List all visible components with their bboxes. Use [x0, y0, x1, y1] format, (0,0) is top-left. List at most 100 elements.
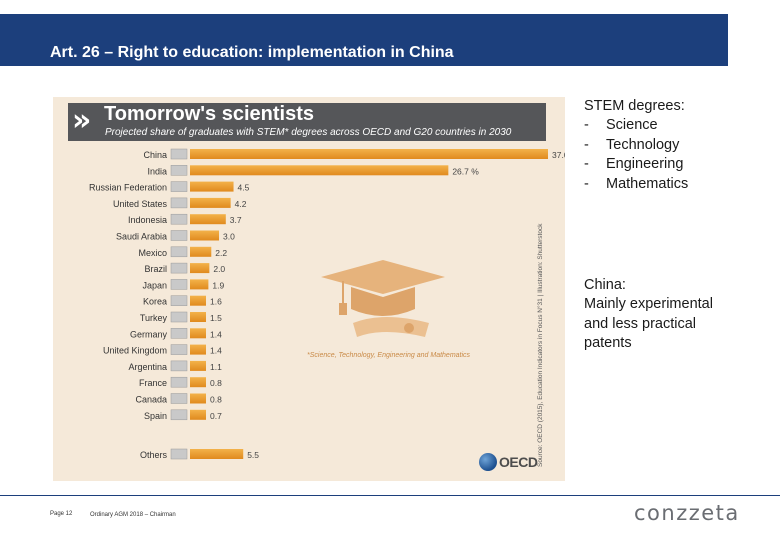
- flag-icon-canada: [170, 393, 188, 404]
- bar-canada: [190, 393, 206, 404]
- flag-icon-united-states: [170, 197, 188, 209]
- category-label-united-states: United States: [113, 199, 168, 209]
- bar-turkey: [190, 312, 206, 322]
- chart-footnote: *Science, Technology, Engineering and Ma…: [307, 352, 471, 359]
- flag-icon-japan: [170, 279, 188, 290]
- category-label-brazil: Brazil: [144, 264, 167, 274]
- bullet-dash: -: [584, 117, 589, 134]
- flag-icon-brazil: [170, 262, 188, 274]
- stem-panel: STEM degrees: - Science - Technology - Engi…: [584, 97, 688, 194]
- bar-indonesia: [190, 214, 226, 225]
- value-label-france: 0.8: [210, 378, 222, 388]
- value-label-brazil: 2.0: [213, 264, 225, 274]
- bar-china: [190, 149, 548, 159]
- flag-icon-germany: [170, 328, 188, 339]
- stem-item: - Technology: [584, 136, 688, 155]
- oecd-logo-text: OECD: [499, 454, 538, 470]
- chart-source: Source: OECD (2015), Education Indicator…: [537, 223, 544, 467]
- stem-item-label: Engineering: [606, 156, 684, 173]
- category-label-others: Others: [140, 450, 168, 460]
- category-label-saudi-arabia: Saudi Arabia: [116, 232, 167, 242]
- value-label-united-kingdom: 1.4: [210, 346, 222, 356]
- bar-united-kingdom: [190, 344, 206, 355]
- value-label-japan: 1.9: [212, 280, 224, 290]
- bar-brazil: [190, 263, 210, 274]
- value-label-mexico: 2.2: [215, 248, 227, 258]
- category-label-turkey: Turkey: [140, 313, 168, 323]
- stem-item-label: Science: [606, 117, 658, 134]
- value-label-canada: 0.8: [210, 395, 222, 405]
- chart-banner: » Tomorrow's scientists Projected share …: [68, 103, 546, 141]
- bar-russian-federation: [190, 181, 234, 192]
- flag-icon-russian-federation: [170, 181, 188, 192]
- stem-item-label: Technology: [606, 136, 680, 153]
- category-label-united-kingdom: United Kingdom: [103, 346, 167, 356]
- flag-icon-india: [170, 165, 188, 176]
- flag-icon-argentina: [170, 360, 188, 372]
- category-label-china: China: [143, 150, 167, 160]
- stem-item-label: Mathematics: [606, 175, 689, 192]
- category-label-korea: Korea: [143, 297, 167, 307]
- category-label-canada: Canada: [135, 395, 167, 405]
- flag-icon-saudi-arabia: [170, 230, 188, 241]
- bar-germany: [190, 328, 206, 339]
- bar-others: [190, 449, 244, 459]
- page-number: Page 12: [50, 511, 73, 517]
- bar-india: [190, 165, 449, 176]
- value-label-korea: 1.6: [210, 297, 222, 307]
- bar-spain: [190, 409, 206, 420]
- bullet-dash: -: [584, 175, 589, 192]
- flag-icon-china: [170, 148, 188, 160]
- chart-subtitle: Projected share of graduates with STEM* …: [105, 127, 512, 138]
- bar-saudi-arabia: [190, 230, 220, 241]
- bullet-dash: -: [584, 156, 589, 173]
- slide-title: Art. 26 – Right to education: implementa…: [50, 44, 454, 61]
- bar-mexico: [190, 246, 212, 257]
- header-bar: [0, 14, 728, 66]
- flag-icon-turkey: [170, 311, 188, 323]
- category-label-france: France: [139, 378, 167, 388]
- china-text: Mainly experimental and less practical p…: [584, 296, 713, 352]
- value-label-argentina: 1.1: [210, 362, 222, 372]
- category-label-russian-federation: Russian Federation: [89, 183, 167, 193]
- chevron-right-icon: »: [72, 103, 92, 138]
- flag-icon-spain: [170, 409, 188, 421]
- value-label-united-states: 4.2: [235, 199, 247, 209]
- value-label-china: 37.0 %: [552, 150, 565, 160]
- flag-icon-korea: [170, 295, 188, 306]
- flag-icon-united-kingdom: [170, 344, 188, 355]
- value-label-russian-federation: 4.5: [238, 183, 250, 193]
- flag-icon-others: [170, 448, 188, 460]
- category-label-spain: Spain: [144, 411, 167, 421]
- chart-svg: China 37.0 % India 26.7 % Russian Federation…: [89, 148, 565, 460]
- chart-title: Tomorrow's scientists: [104, 103, 314, 125]
- bar-korea: [190, 295, 206, 306]
- bar-argentina: [190, 360, 206, 371]
- chart-figure: China 37.0 % India 26.7 % Russian Federation…: [53, 97, 565, 481]
- flag-icon-france: [170, 376, 188, 388]
- category-label-india: India: [147, 166, 167, 176]
- footer-text: Ordinary AGM 2018 – Chairman: [90, 512, 176, 518]
- bar-united-states: [190, 197, 231, 208]
- value-label-others: 5.5: [247, 450, 259, 460]
- footer-divider: [0, 495, 780, 496]
- value-label-saudi-arabia: 3.0: [223, 232, 235, 242]
- value-label-india: 26.7 %: [452, 166, 479, 176]
- bar-japan: [190, 279, 209, 290]
- oecd-logo: OECD: [479, 453, 543, 471]
- flag-icon-mexico: [170, 246, 188, 258]
- bar-france: [190, 377, 206, 388]
- china-panel: China: Mainly experimental and less prac…: [584, 276, 714, 354]
- brand-logo: conzzeta: [634, 501, 740, 525]
- value-label-germany: 1.4: [210, 329, 222, 339]
- stem-heading: STEM degrees:: [584, 98, 685, 114]
- globe-icon: [479, 453, 497, 471]
- value-label-turkey: 1.5: [210, 313, 222, 323]
- category-label-argentina: Argentina: [128, 362, 167, 372]
- value-label-indonesia: 3.7: [230, 215, 242, 225]
- graduation-cap-icon: [321, 260, 445, 337]
- stem-item: - Engineering: [584, 155, 688, 174]
- stem-item: - Science: [584, 116, 688, 135]
- value-label-spain: 0.7: [210, 411, 222, 421]
- stem-item: - Mathematics: [584, 175, 688, 194]
